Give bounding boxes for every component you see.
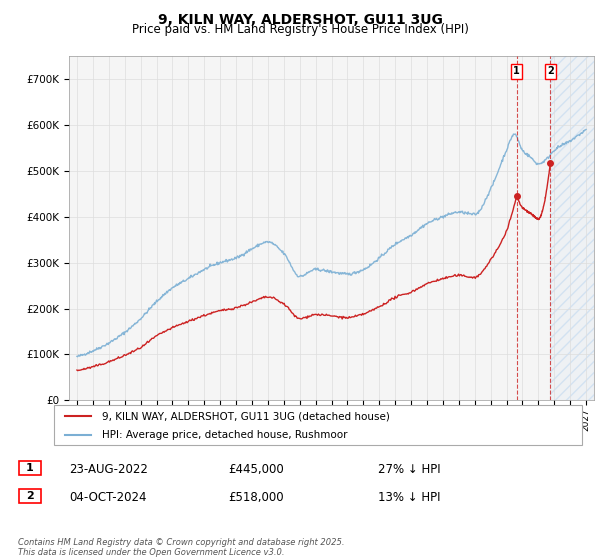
Text: £445,000: £445,000 [228,463,284,476]
Text: 2: 2 [26,491,34,501]
FancyBboxPatch shape [54,405,582,445]
Text: 23-AUG-2022: 23-AUG-2022 [69,463,148,476]
Text: Price paid vs. HM Land Registry's House Price Index (HPI): Price paid vs. HM Land Registry's House … [131,23,469,36]
Text: Contains HM Land Registry data © Crown copyright and database right 2025.
This d: Contains HM Land Registry data © Crown c… [18,538,344,557]
Text: 27% ↓ HPI: 27% ↓ HPI [378,463,440,476]
FancyBboxPatch shape [19,461,41,475]
FancyBboxPatch shape [19,489,41,503]
Text: 1: 1 [26,463,34,473]
Text: 1: 1 [514,67,520,77]
Text: 13% ↓ HPI: 13% ↓ HPI [378,491,440,504]
Bar [550,56,594,400]
Text: 9, KILN WAY, ALDERSHOT, GU11 3UG (detached house): 9, KILN WAY, ALDERSHOT, GU11 3UG (detach… [101,411,389,421]
Text: 9, KILN WAY, ALDERSHOT, GU11 3UG: 9, KILN WAY, ALDERSHOT, GU11 3UG [158,13,442,27]
Text: 2: 2 [547,67,554,77]
Text: 04-OCT-2024: 04-OCT-2024 [69,491,146,504]
Text: £518,000: £518,000 [228,491,284,504]
Bar [550,56,594,400]
Text: HPI: Average price, detached house, Rushmoor: HPI: Average price, detached house, Rush… [101,430,347,440]
